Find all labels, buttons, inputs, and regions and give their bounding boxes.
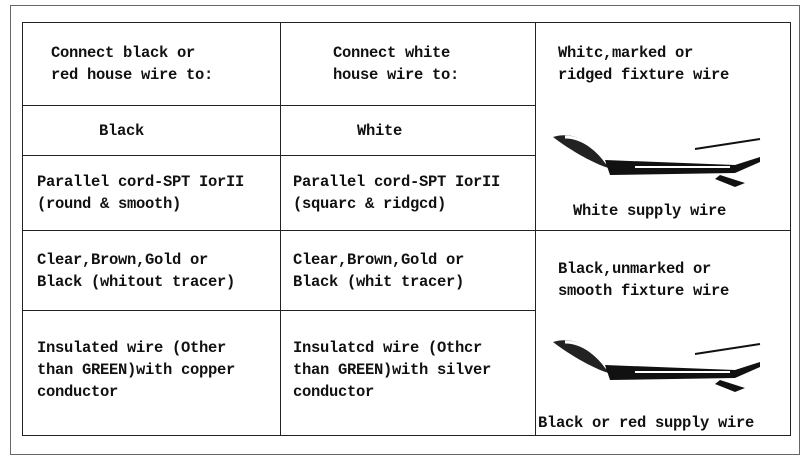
cell-text: Parallel cord-SPT IorII (squarc & ridgcd… bbox=[293, 173, 501, 213]
wire-illustration bbox=[553, 135, 761, 187]
table-cell: Insulatcd wire (Othcr than GREEN)with si… bbox=[280, 310, 536, 436]
header-text: Connect black or red house wire to: bbox=[51, 44, 214, 84]
fixture-label: Whitc,marked or ridged fixture wire bbox=[558, 44, 730, 84]
supply-label: Black or red supply wire bbox=[538, 414, 755, 432]
table-cell: White bbox=[280, 105, 536, 156]
header-text: Connect white house wire to: bbox=[333, 44, 460, 84]
header-cell: Connect white house wire to: bbox=[280, 22, 536, 106]
table-cell: Clear,Brown,Gold or Black (whitout trace… bbox=[22, 230, 281, 311]
supply-label: White supply wire bbox=[573, 202, 727, 220]
wire-illustration bbox=[553, 340, 761, 392]
table-cell: Black bbox=[22, 105, 281, 156]
cell-text: Insulatcd wire (Othcr than GREEN)with si… bbox=[293, 339, 492, 401]
frame bbox=[10, 5, 800, 455]
table-cell: Parallel cord-SPT IorII (squarc & ridgcd… bbox=[280, 155, 536, 231]
cell-text: Insulated wire (Other than GREEN)with co… bbox=[37, 339, 236, 401]
cell-text: White bbox=[357, 121, 403, 140]
table-cell: Parallel cord-SPT IorII (round & smooth) bbox=[22, 155, 281, 231]
cell-text: Clear,Brown,Gold or Black (whitout trace… bbox=[37, 250, 236, 291]
table-cell: Insulated wire (Other than GREEN)with co… bbox=[22, 310, 281, 436]
header-cell: Connect black or red house wire to: bbox=[22, 22, 281, 106]
cell-text: Parallel cord-SPT IorII (round & smooth) bbox=[37, 173, 245, 213]
table-cell: Clear,Brown,Gold or Black (whit tracer) bbox=[280, 230, 536, 311]
cell-text: Black bbox=[99, 121, 145, 140]
fixture-label: Black,unmarked or smooth fixture wire bbox=[558, 260, 730, 300]
fixture-cell bbox=[535, 230, 791, 436]
cell-text: Clear,Brown,Gold or Black (whit tracer) bbox=[293, 250, 465, 291]
